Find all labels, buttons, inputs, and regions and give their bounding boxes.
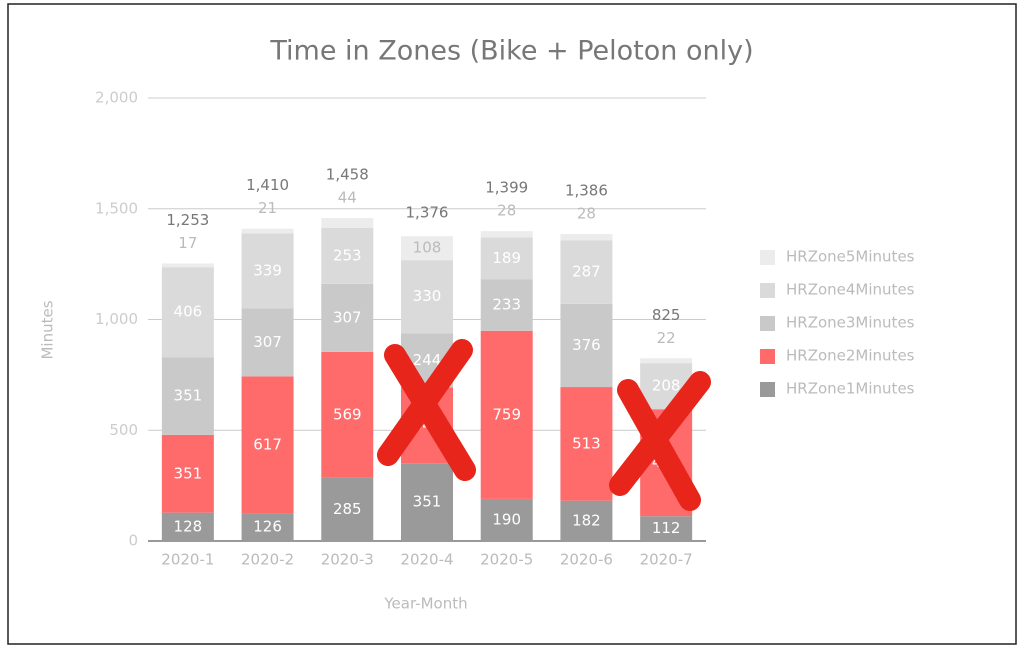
data-label: 253: [333, 246, 362, 264]
bar-segment: [480, 279, 533, 331]
total-label: 1,458: [326, 166, 369, 184]
y-axis-title: Minutes: [39, 300, 57, 359]
bar-segment: [161, 267, 214, 358]
y-tick-label: 500: [109, 421, 138, 439]
total-label: 825: [652, 306, 681, 324]
legend-label: HRZone2Minutes: [786, 347, 915, 365]
data-label: 44: [338, 189, 357, 207]
data-label: 22: [657, 329, 676, 347]
bar-segment: [560, 500, 613, 541]
data-label: 208: [652, 377, 681, 395]
data-label: 351: [174, 387, 203, 405]
bar-segment: [321, 477, 374, 541]
data-label: 21: [258, 199, 277, 217]
bar-segment: [241, 233, 294, 309]
bar-segment: [401, 463, 453, 541]
bar-segment: [321, 283, 374, 352]
x-tick-label: 2020-7: [640, 551, 693, 569]
legend-label: HRZone5Minutes: [786, 248, 915, 266]
data-label: 287: [572, 262, 601, 280]
legend-swatch: [760, 349, 775, 364]
bar-segment: [560, 387, 613, 501]
annotations: [377, 339, 711, 511]
bar-segment: [480, 330, 533, 499]
x-tick-label: 2020-5: [480, 551, 533, 569]
data-label: 108: [413, 239, 442, 257]
bar-segment: [401, 236, 453, 261]
data-label: 569: [333, 405, 362, 423]
data-label: 244: [413, 351, 442, 369]
legend-swatch: [760, 283, 775, 298]
data-label: 376: [572, 336, 601, 354]
total-label: 1,386: [565, 182, 608, 200]
data-label: 513: [572, 434, 601, 452]
bar-segment: [480, 231, 533, 238]
legend-label: HRZone1Minutes: [786, 380, 915, 398]
legend-swatch: [760, 382, 775, 397]
y-tick-label: 1,000: [95, 310, 138, 328]
bar-segment: [640, 358, 693, 364]
total-label: 1,376: [406, 204, 449, 222]
y-tick-label: 1,500: [95, 199, 138, 217]
data-label: 339: [253, 261, 282, 279]
x-tick-label: 2020-6: [560, 551, 613, 569]
x-axis-title: Year-Month: [383, 595, 467, 613]
data-label: 17: [178, 234, 197, 252]
data-label: 617: [253, 435, 282, 453]
cross-mark: [609, 371, 711, 511]
data-label: 190: [492, 510, 521, 528]
chart-title: Time in Zones (Bike + Peloton only): [269, 36, 753, 67]
data-label: 351: [413, 493, 442, 511]
x-tick-label: 2020-2: [241, 551, 294, 569]
data-label: 307: [253, 333, 282, 351]
bar-segment: [560, 303, 613, 388]
legend-swatch: [760, 316, 775, 331]
bar-segment: [560, 234, 613, 241]
data-label: 406: [174, 303, 203, 321]
x-tick-label: 2020-3: [321, 551, 374, 569]
bar-segment: [640, 516, 693, 541]
bar-segment: [241, 308, 294, 377]
bar-segment: [321, 218, 374, 228]
bar-segment: [161, 512, 214, 541]
bar-segment: [321, 227, 374, 284]
total-label: 1,399: [485, 179, 528, 197]
legend-label: HRZone3Minutes: [786, 314, 915, 332]
bar-segment: [161, 434, 214, 513]
legend-label: HRZone4Minutes: [786, 281, 915, 299]
bar-segment: [401, 260, 453, 334]
legend-swatch: [760, 250, 775, 265]
data-label: 189: [492, 249, 521, 267]
data-label: 233: [492, 295, 521, 313]
bar-segment: [480, 237, 533, 280]
bar-segment: [161, 263, 214, 268]
data-label: 307: [333, 308, 362, 326]
bar-segment: [241, 513, 294, 541]
bar-segment: [241, 228, 294, 234]
data-label: 28: [497, 202, 516, 220]
data-label: 28: [577, 205, 596, 223]
data-label: 112: [652, 519, 681, 537]
bar-segment: [480, 498, 533, 541]
data-label: 128: [174, 517, 203, 535]
x-tick-label: 2020-4: [400, 551, 453, 569]
bar-segment: [161, 357, 214, 435]
total-label: 1,253: [166, 211, 209, 229]
bar-segment: [321, 351, 374, 478]
total-label: 1,410: [246, 176, 289, 194]
y-tick-label: 0: [128, 532, 138, 550]
bar-segment: [241, 376, 294, 514]
bar-segment: [560, 240, 613, 304]
data-label: 330: [413, 287, 442, 305]
data-label: 285: [333, 500, 362, 518]
y-tick-label: 2,000: [95, 89, 138, 107]
data-label: 182: [572, 511, 601, 529]
cross-mark: [377, 339, 476, 481]
data-label: 351: [174, 464, 203, 482]
data-label: 126: [253, 518, 282, 536]
data-label: 759: [492, 405, 521, 423]
x-tick-label: 2020-1: [161, 551, 214, 569]
